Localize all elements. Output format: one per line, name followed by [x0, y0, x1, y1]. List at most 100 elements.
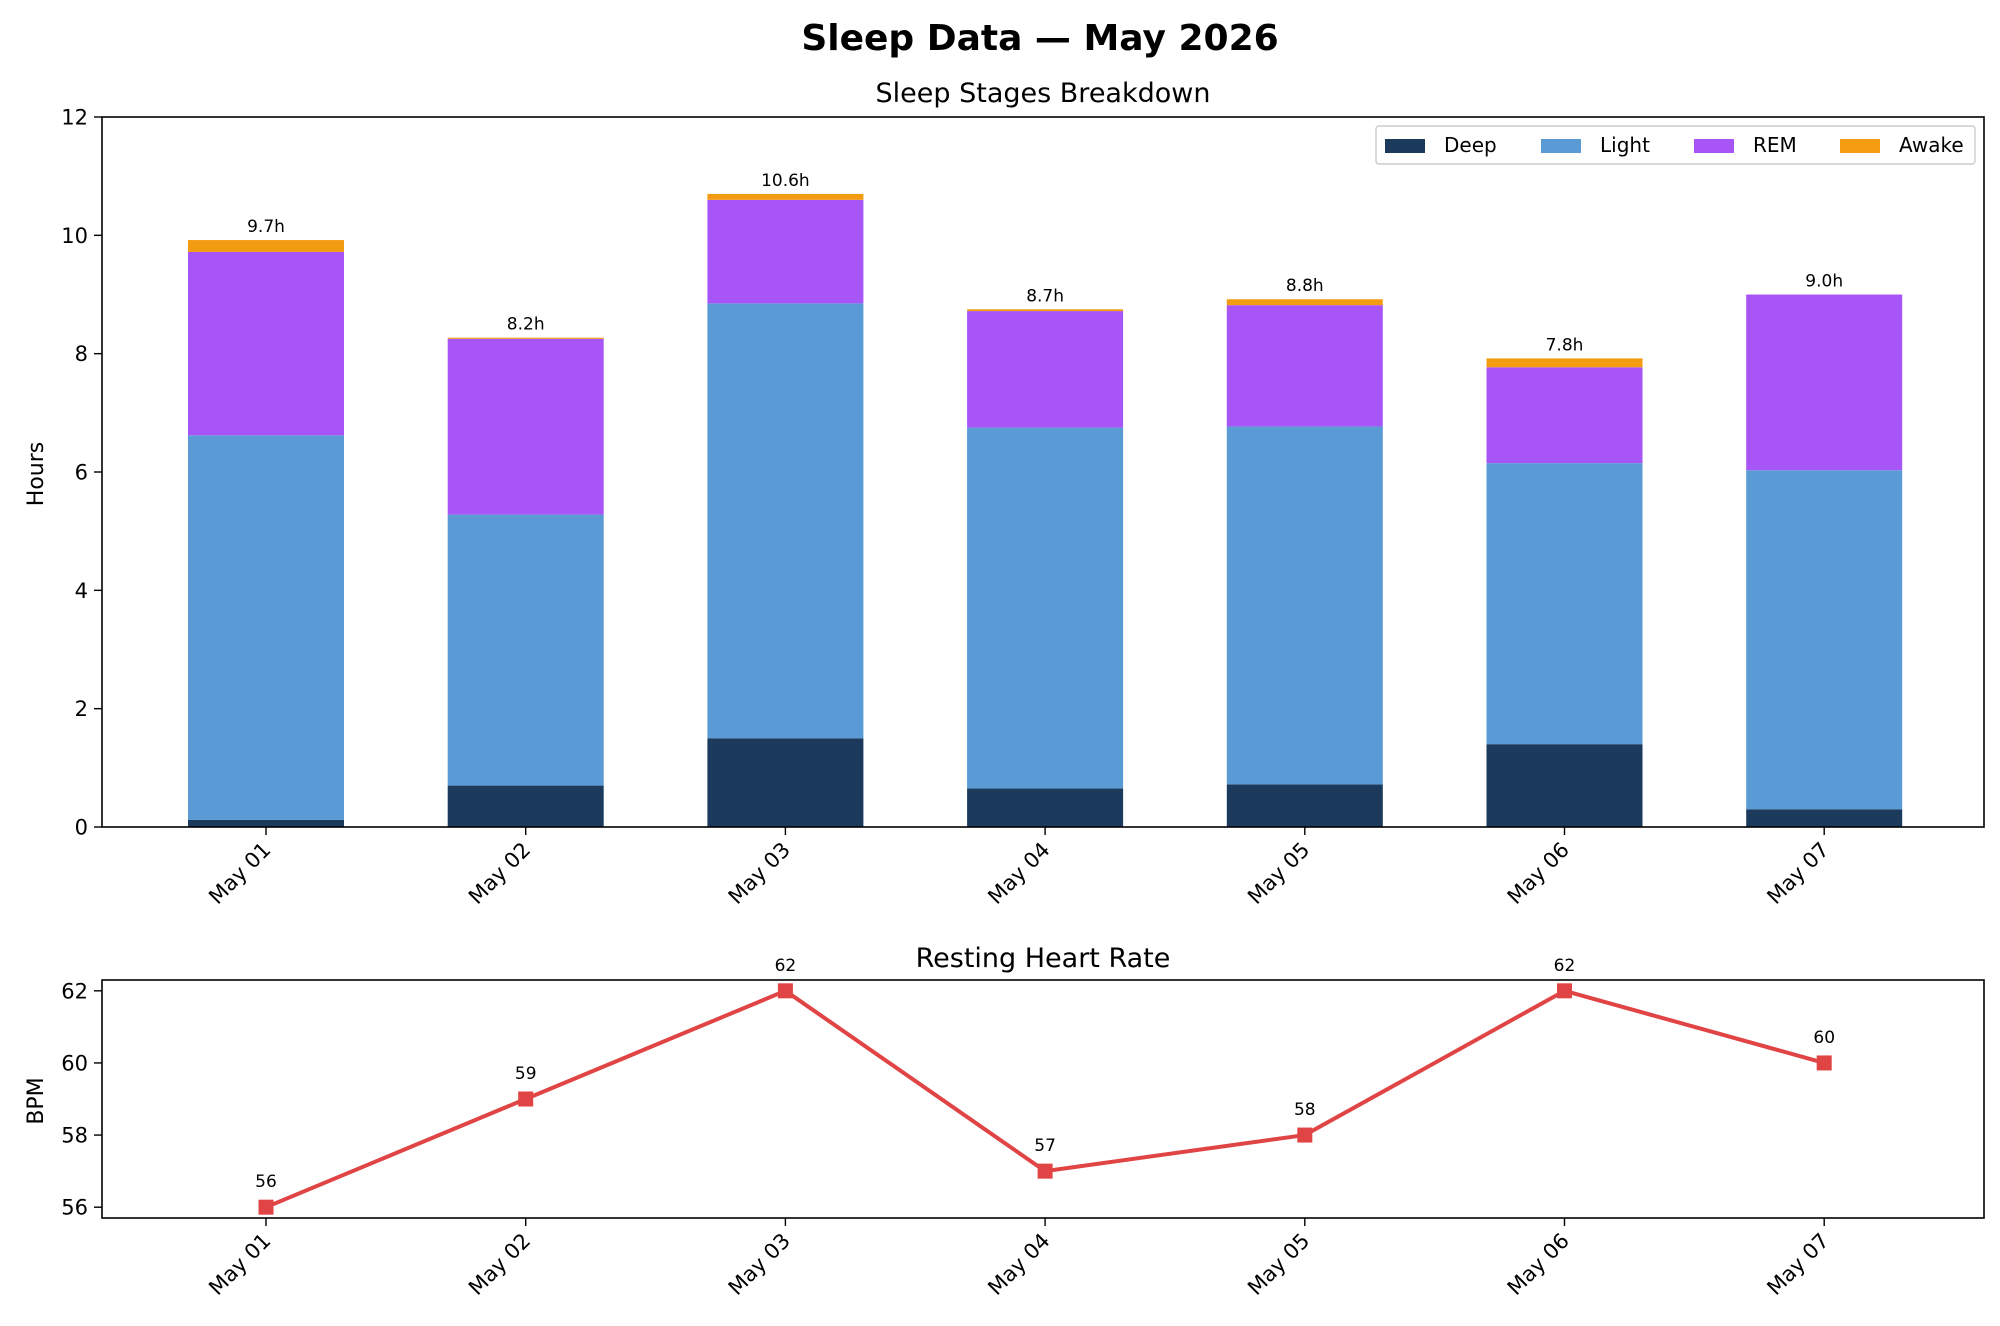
line-x-tick-label: May 01 [204, 1229, 275, 1300]
bar-segment-rem [1746, 294, 1903, 471]
figure-title: Sleep Data — May 2026 [801, 18, 1278, 59]
heart-rate-point [258, 1199, 274, 1215]
legend-box [1375, 125, 1976, 165]
bar-y-tick-label: 12 [61, 106, 88, 130]
bar-segment-rem [447, 338, 604, 515]
bar-x-axis: May 01 May 02 May 03 May 04 May 05 May 06 May … [204, 827, 1834, 909]
sleep-stages-title: Sleep Stages Breakdown [876, 78, 1211, 109]
bar-segment-light [967, 427, 1124, 789]
bar-segment-deep [1226, 784, 1383, 827]
bar-total-label: 9.7h [247, 217, 285, 237]
legend-swatch-light [1541, 139, 1581, 153]
bar-x-tick-label: May 02 [464, 838, 535, 909]
line-x-axis: May 01 May 02 May 03 May 04 May 05 May 06 May … [204, 1218, 1834, 1300]
bar-plot-frame [101, 116, 1985, 828]
heart-rate-title: Resting Heart Rate [916, 943, 1171, 974]
bar-segment-rem [707, 199, 864, 304]
bar-x-tick-label: May 01 [204, 838, 275, 909]
heart-rate-point [518, 1091, 534, 1107]
line-y-tick-label: 62 [61, 979, 88, 1003]
bar-segment-awake [1486, 358, 1643, 368]
heart-rate-value-labels: 56 59 62 57 58 62 60 [255, 956, 1835, 1192]
bar-x-tick-label: May 04 [983, 838, 1054, 909]
bar-segment-deep [188, 819, 344, 827]
heart-rate-value-label: 62 [775, 956, 797, 976]
bar-y-tick-label: 0 [75, 816, 88, 840]
heart-rate-point [1816, 1055, 1832, 1071]
bar-total-label: 8.8h [1286, 276, 1324, 296]
line-x-tick-label: May 07 [1762, 1229, 1833, 1300]
bar-x-tick-label: May 06 [1503, 838, 1574, 909]
heart-rate-point [777, 983, 793, 999]
bar-total-label: 8.7h [1026, 286, 1064, 306]
bar-x-tick-label: May 03 [724, 838, 795, 909]
line-x-tick-label: May 05 [1243, 1229, 1314, 1300]
legend-label-rem: REM [1753, 133, 1797, 157]
bar-y-tick-label: 4 [75, 579, 88, 603]
bar-segment-awake [188, 240, 344, 252]
heart-rate-value-label: 56 [255, 1172, 277, 1192]
bar-segment-light [707, 303, 864, 739]
heart-rate-point [1037, 1163, 1053, 1179]
bar-total-label: 10.6h [761, 171, 810, 191]
bar-total-label: 8.2h [507, 315, 545, 335]
line-y-tick-label: 56 [61, 1196, 88, 1220]
heart-rate-value-label: 59 [515, 1064, 537, 1084]
heart-rate-series [258, 983, 1832, 1215]
legend-label-deep: Deep [1444, 133, 1497, 157]
bar-segment-deep [1746, 809, 1903, 827]
hours-axis-label: Hours [24, 442, 49, 506]
legend-swatch-rem [1694, 139, 1734, 153]
legend-label-light: Light [1600, 133, 1650, 157]
bar-segment-awake [707, 193, 864, 200]
heart-rate-point [1557, 983, 1572, 999]
line-x-tick-label: May 06 [1503, 1229, 1574, 1300]
bar-segment-rem [1486, 367, 1643, 464]
line-x-tick-label: May 03 [724, 1229, 795, 1300]
bar-total-label: 9.0h [1805, 272, 1843, 292]
bar-segment-light [1746, 470, 1903, 810]
heart-rate-value-label: 58 [1294, 1100, 1316, 1120]
bar-segment-awake [1226, 299, 1383, 306]
bar-y-axis: 0 2 4 6 8 10 12 [61, 106, 102, 840]
legend: Deep Light REM Awake [1375, 125, 1976, 165]
bar-segment-awake [967, 309, 1124, 312]
bar-segment-deep [447, 785, 604, 827]
bar-segment-light [1226, 426, 1383, 785]
legend-swatch-deep [1385, 139, 1425, 153]
bar-x-tick-label: May 05 [1243, 838, 1314, 909]
bar-segment-light [447, 514, 604, 786]
bar-y-tick-label: 6 [75, 461, 88, 485]
line-y-tick-label: 60 [61, 1051, 88, 1075]
bar-x-tick-label: May 07 [1762, 838, 1833, 909]
bpm-axis-label: BPM [24, 1077, 49, 1124]
bar-segment-deep [967, 788, 1124, 827]
line-plot-frame [101, 979, 1985, 1219]
bar-segment-light [188, 435, 344, 820]
line-x-tick-label: May 04 [983, 1229, 1054, 1300]
legend-label-awake: Awake [1899, 133, 1964, 157]
bar-segment-rem [967, 311, 1124, 428]
line-x-tick-label: May 02 [464, 1229, 535, 1300]
heart-rate-value-label: 60 [1813, 1028, 1835, 1048]
bar-segment-deep [707, 738, 864, 827]
bar-segment-light [1486, 463, 1643, 745]
bar-series [188, 193, 1903, 827]
bar-segment-awake [447, 337, 604, 339]
heart-rate-point [1297, 1127, 1313, 1143]
heart-rate-value-label: 62 [1554, 956, 1576, 976]
bar-segment-rem [1226, 305, 1383, 427]
bar-segment-rem [188, 251, 344, 436]
heart-rate-value-label: 57 [1034, 1136, 1056, 1156]
legend-swatch-awake [1840, 139, 1880, 153]
bar-y-tick-label: 2 [75, 697, 88, 721]
line-y-axis: 56 58 60 62 [61, 979, 102, 1220]
sleep-stages-chart: Sleep Stages Breakdown Hours 0 2 4 6 8 10 12 M… [24, 78, 1985, 909]
bar-y-tick-label: 10 [61, 224, 88, 248]
bar-y-tick-label: 8 [75, 342, 88, 366]
bar-segment-deep [1486, 744, 1643, 827]
bar-total-labels: 9.7h 8.2h 10.6h 8.7h 8.8h 7.8h 9.0h [247, 171, 1843, 355]
bar-total-label: 7.8h [1546, 335, 1584, 355]
